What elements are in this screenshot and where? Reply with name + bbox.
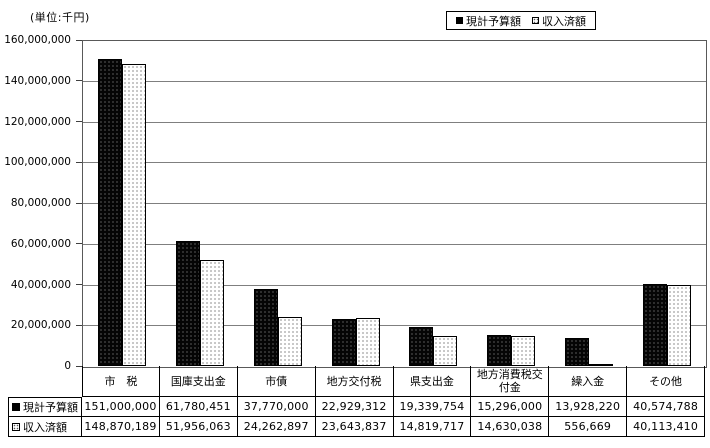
tick-mark [76, 39, 82, 41]
table-cell: 37,770,000 [237, 397, 316, 417]
filled-square-icon [12, 403, 20, 411]
bar-column [161, 41, 239, 366]
bar-budget [487, 334, 512, 366]
bar-budget [331, 319, 356, 366]
table-cell: 151,000,000 [82, 397, 160, 417]
gridline [83, 121, 706, 123]
table-cell: 19,339,754 [393, 397, 472, 417]
category-header-row: 市 税国庫支出金 市債 地方交付税 県支出金 地方消費税交付金 繰入金 その他 [82, 366, 705, 397]
bar-column [83, 41, 161, 366]
bar-received [355, 317, 380, 366]
bar-received [511, 336, 536, 366]
bar-received [199, 260, 224, 366]
table-cell: 14,819,717 [393, 417, 472, 437]
gridline [83, 243, 706, 245]
gridline [83, 203, 706, 204]
table-cell: 15,296,000 [471, 397, 550, 417]
bar-budget [565, 337, 590, 366]
table-cell: 23,643,837 [315, 417, 394, 437]
y-axis-labels: 0 20,000,000 40,000,000 60,000,000 80,000,00… [0, 34, 76, 372]
tick-mark [76, 161, 82, 163]
row-label-text: 現計予算額 [23, 401, 78, 414]
bar-budget [97, 59, 122, 366]
gridline [83, 162, 706, 164]
bar-received [589, 364, 614, 366]
y-axis-ticks [76, 39, 82, 367]
dotted-square-icon [532, 17, 539, 24]
tick-mark [76, 121, 82, 122]
gridline [83, 284, 706, 286]
y-axis-label: 40,000,000 [10, 278, 71, 291]
tick-mark [76, 365, 82, 367]
tick-mark [76, 243, 82, 245]
table-cell: 40,113,410 [627, 417, 705, 437]
gridline [83, 325, 706, 327]
table-cell: 22,929,312 [315, 397, 394, 417]
bar-column [550, 41, 628, 366]
table-cell: 148,870,189 [82, 417, 160, 437]
category-header-cell: 県支出金 [393, 366, 472, 397]
data-table-body: 現計予算額 151,000,000 61,780,451 37,770,000 22,9… [8, 397, 705, 437]
y-axis-label: 0 [64, 360, 71, 372]
unit-label: (単位:千円) [30, 11, 90, 24]
legend: 現計予算額 収入済額 [446, 11, 596, 30]
bar-received [433, 335, 458, 366]
tick-mark [76, 324, 82, 326]
bar-column [628, 41, 706, 366]
gridline [83, 80, 706, 82]
category-header-cell: 市債 [237, 366, 316, 397]
y-axis-label: 60,000,000 [10, 237, 71, 250]
y-axis-label: 80,000,000 [10, 197, 71, 209]
table-cell: 24,262,897 [237, 417, 316, 437]
plot-columns [83, 41, 706, 366]
row-label: 収入済額 [8, 417, 82, 437]
dotted-square-icon [12, 422, 20, 431]
y-axis-label: 160,000,000 [4, 34, 71, 46]
y-axis-label: 140,000,000 [4, 74, 71, 87]
table-cell: 51,956,063 [159, 417, 238, 437]
bar-column [472, 41, 550, 366]
filled-square-icon [456, 17, 463, 24]
legend-label-budget: 現計予算額 [466, 14, 521, 28]
y-axis-label: 120,000,000 [4, 115, 71, 128]
gridlines [83, 41, 706, 367]
bar-budget [643, 283, 668, 366]
bar-column [317, 41, 395, 366]
category-header-cell: 国庫支出金 [159, 366, 238, 397]
table-cell: 40,574,788 [627, 397, 705, 417]
y-axis-label: 100,000,000 [4, 156, 71, 169]
bar-received [667, 284, 692, 366]
table-cell: 61,780,451 [159, 397, 238, 417]
y-axis-label: 20,000,000 [10, 319, 71, 332]
bar-received [277, 316, 302, 366]
legend-item-budget: 現計予算額 [456, 13, 521, 29]
category-header-cell: 地方消費税交付金 [471, 366, 550, 397]
tick-mark [76, 202, 82, 204]
bar-budget [409, 326, 434, 366]
table-cell: 14,630,038 [471, 417, 550, 437]
table-cell: 13,928,220 [549, 397, 628, 417]
tick-mark [76, 80, 82, 82]
category-header-cell: 地方交付税 [315, 366, 394, 397]
bar-budget [175, 240, 200, 366]
legend-label-received: 収入済額 [542, 14, 586, 28]
row-label: 現計予算額 [8, 397, 82, 417]
bar-column [239, 41, 317, 366]
tick-mark [76, 284, 82, 285]
bar-received [121, 63, 146, 366]
category-header-cell: 繰入金 [549, 366, 628, 397]
bar-budget [253, 289, 278, 366]
bar-column [395, 41, 473, 366]
category-header-cell: その他 [627, 366, 705, 397]
row-label-text: 収入済額 [23, 420, 67, 434]
category-header-cell: 市 税 [82, 366, 160, 397]
table-cell: 556,669 [549, 417, 628, 437]
legend-item-received: 収入済額 [532, 13, 586, 29]
